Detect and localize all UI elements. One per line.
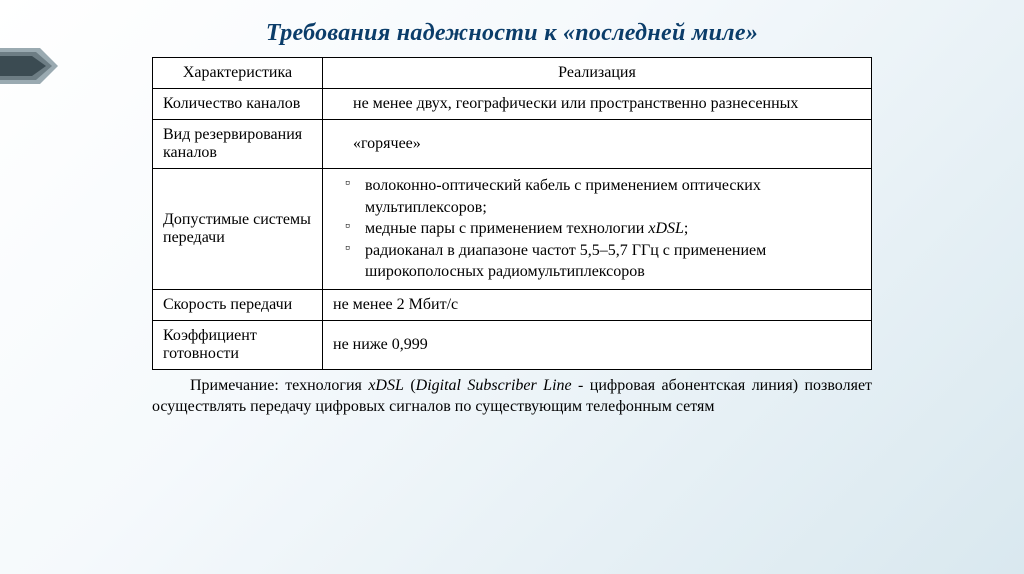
cell-label: Скорость передачи <box>153 289 323 320</box>
cell-label: Вид резервирования каналов <box>153 120 323 169</box>
cell-label: Количество каналов <box>153 89 323 120</box>
list-item: медные пары с применением технологии xDS… <box>351 218 861 240</box>
cell-value: не менее 2 Мбит/с <box>323 289 872 320</box>
list-text: волоконно-оптический кабель с применение… <box>365 177 761 216</box>
cell-value: не менее двух, географически или простра… <box>323 89 872 120</box>
bullet-list: волоконно-оптический кабель с применение… <box>333 175 861 283</box>
table-row: Коэффициент готовности не ниже 0,999 <box>153 320 872 369</box>
table-row: Скорость передачи не менее 2 Мбит/с <box>153 289 872 320</box>
cell-value: «горячее» <box>323 120 872 169</box>
table-container: Характеристика Реализация Количество кан… <box>152 57 872 370</box>
table-row: Допустимые системы передачи волоконно-оп… <box>153 169 872 290</box>
cell-value-list: волоконно-оптический кабель с применение… <box>323 169 872 290</box>
cell-value: не ниже 0,999 <box>323 320 872 369</box>
deco-shape-back <box>0 48 58 84</box>
list-text: ; <box>684 220 688 237</box>
list-text: медные пары с применением технологии <box>365 220 648 237</box>
deco-shape-mid <box>0 52 52 80</box>
page-title: Требования надежности к «последней миле» <box>0 0 1024 47</box>
requirements-table: Характеристика Реализация Количество кан… <box>152 57 872 370</box>
note-text: Примечание: технология <box>190 377 368 394</box>
table-header-row: Характеристика Реализация <box>153 58 872 89</box>
list-text: радиоканал в диапазоне частот 5,5–5,7 ГГ… <box>365 242 766 281</box>
note-text: ( <box>404 377 416 394</box>
header-implementation: Реализация <box>323 58 872 89</box>
list-item: волоконно-оптический кабель с применение… <box>351 175 861 218</box>
table-row: Количество каналов не менее двух, геогра… <box>153 89 872 120</box>
deco-shape-front <box>0 56 46 76</box>
table-row: Вид резервирования каналов «горячее» <box>153 120 872 169</box>
note-text-ital: xDSL <box>368 377 404 394</box>
cell-label: Коэффициент готовности <box>153 320 323 369</box>
list-text-ital: xDSL <box>648 220 684 237</box>
note-text-ital: Digital Subscriber Line <box>416 377 572 394</box>
header-characteristic: Характеристика <box>153 58 323 89</box>
cell-label: Допустимые системы передачи <box>153 169 323 290</box>
list-item: радиоканал в диапазоне частот 5,5–5,7 ГГ… <box>351 240 861 283</box>
footnote: Примечание: технология xDSL (Digital Sub… <box>152 376 872 418</box>
corner-decoration <box>0 40 80 100</box>
